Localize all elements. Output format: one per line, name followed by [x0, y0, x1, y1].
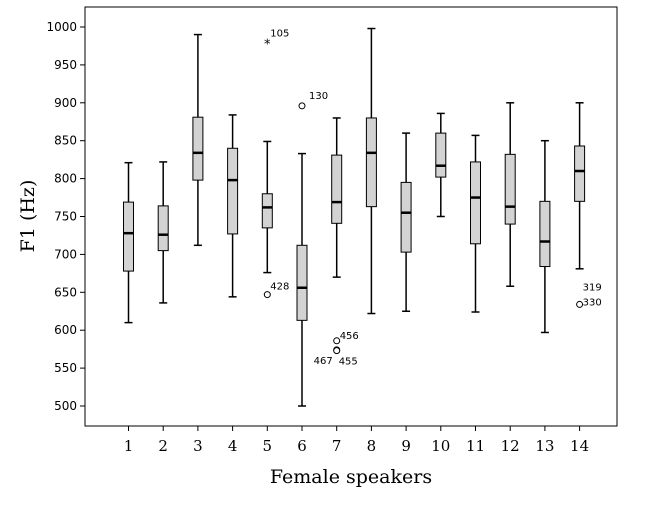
box-11 [470, 134, 481, 313]
y-tick-label: 650 [54, 285, 77, 299]
x-axis: 1 2 3 4 5 6 7 8 9 10 11 12 13 14 [124, 426, 589, 455]
iqr-box [123, 201, 134, 272]
y-tick-label: 550 [54, 361, 77, 375]
iqr-box [504, 153, 516, 225]
y-tick-label: 850 [54, 134, 77, 148]
y-tick-label: 750 [54, 210, 77, 224]
outlier-label: 467 [314, 356, 333, 367]
x-tick-label: 3 [193, 437, 203, 455]
x-tick-label: 14 [570, 437, 589, 455]
outlier-circle-marker [333, 337, 341, 345]
box-2 [157, 161, 169, 304]
box-3 [192, 33, 204, 247]
y-tick-label: 950 [54, 58, 77, 72]
iqr-box [296, 244, 308, 321]
x-tick-label: 6 [297, 437, 307, 455]
y-tick-label: 700 [54, 247, 77, 261]
x-axis-title: Female speakers [270, 466, 432, 488]
y-tick-label: 900 [54, 96, 77, 110]
iqr-box [574, 145, 586, 202]
outlier-label: 456 [340, 331, 359, 342]
x-tick-label: 9 [401, 437, 411, 455]
x-tick-label: 4 [228, 437, 238, 455]
box-14 [574, 102, 586, 270]
iqr-box [261, 193, 273, 229]
box-13 [539, 139, 551, 334]
outlier-circle-marker [263, 291, 271, 299]
x-tick-label: 5 [263, 437, 273, 455]
outlier-label: 319 [583, 282, 602, 293]
box-5 [261, 140, 273, 274]
x-tick-label: 11 [466, 437, 485, 455]
outlier-circle-marker [298, 102, 306, 110]
y-tick-label: 1000 [46, 20, 77, 34]
iqr-box [227, 147, 239, 235]
outlier-star-marker: * [264, 38, 271, 53]
x-tick-label: 7 [332, 437, 342, 455]
box-4 [227, 114, 239, 298]
box-7 [331, 117, 343, 278]
y-axis: 500 550 600 650 700 750 800 850 900 950 1000 [46, 20, 85, 413]
x-tick-label: 10 [431, 437, 450, 455]
outlier-series: *105 428 130 456 467 455 319 330 [263, 29, 602, 368]
outlier-circle-marker [333, 347, 341, 355]
iqr-box [157, 205, 169, 252]
iqr-box [539, 200, 551, 268]
iqr-box [192, 116, 204, 181]
y-axis-title: F1 (Hz) [17, 180, 39, 253]
outlier-label: 330 [583, 297, 602, 308]
iqr-box [470, 161, 481, 245]
outlier-label: 428 [270, 282, 289, 293]
y-tick-label: 500 [54, 399, 77, 413]
outlier-label: 130 [309, 91, 328, 102]
iqr-box [331, 154, 343, 224]
y-tick-label: 600 [54, 323, 77, 337]
x-tick-label: 12 [501, 437, 520, 455]
box-9 [400, 132, 412, 312]
box-6 [296, 152, 308, 407]
box-series [123, 27, 586, 407]
outlier-circle-marker [576, 300, 584, 308]
x-tick-label: 2 [158, 437, 168, 455]
iqr-box [400, 181, 412, 253]
x-tick-label: 13 [535, 437, 554, 455]
iqr-box [435, 132, 447, 178]
box-1 [123, 161, 134, 324]
box-12 [504, 102, 516, 287]
box-8 [365, 27, 377, 315]
outlier-label: 105 [270, 29, 289, 40]
x-tick-label: 1 [124, 437, 134, 455]
box-10 [435, 112, 447, 218]
iqr-box [365, 117, 377, 208]
outlier-label: 455 [339, 357, 358, 368]
plot-frame [84, 6, 618, 427]
x-tick-label: 8 [367, 437, 377, 455]
y-tick-label: 800 [54, 172, 77, 186]
